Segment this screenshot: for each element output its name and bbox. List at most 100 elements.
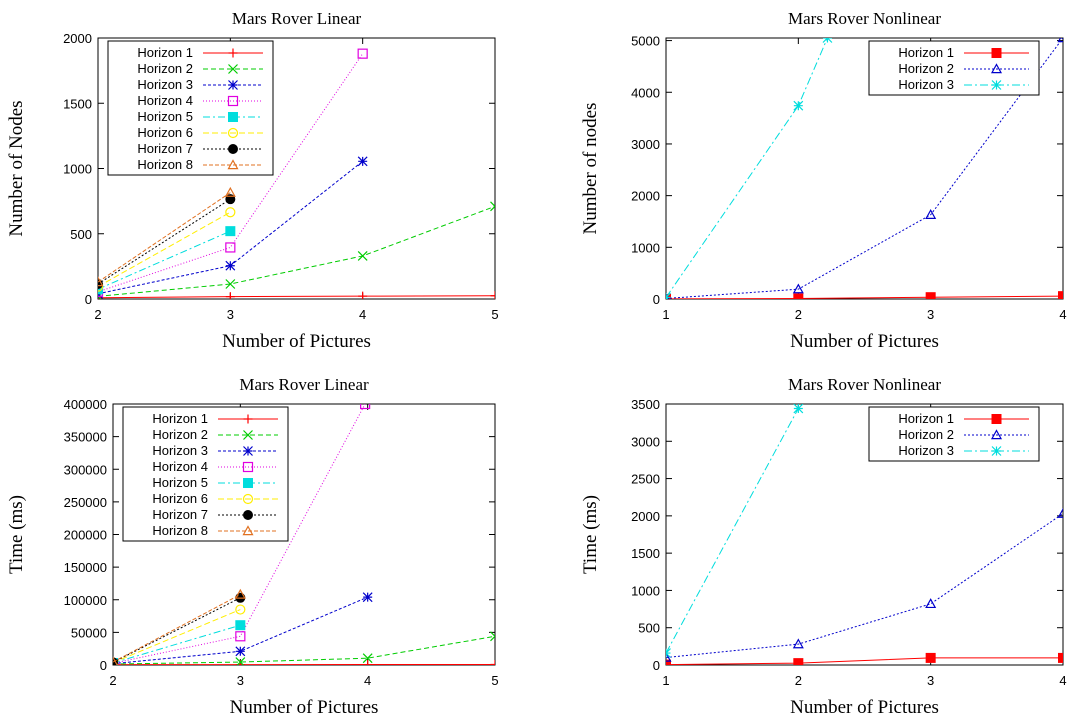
data-point: [225, 279, 236, 289]
data-point: [225, 292, 235, 299]
series-line: [666, 38, 1063, 299]
y-tick-label: 1000: [631, 240, 660, 255]
x-tick-label: 4: [1059, 307, 1066, 322]
x-axis-label: Number of Pictures: [790, 331, 939, 352]
series-3: [113, 592, 373, 665]
legend-label: Horizon 1: [898, 45, 954, 60]
x-tick-label: 5: [491, 673, 498, 688]
data-point: [357, 251, 368, 261]
data-point: [98, 276, 104, 287]
y-axis-label: Time (ms): [6, 495, 27, 574]
data-point: [666, 293, 671, 299]
data-point: [666, 659, 671, 665]
legend-label: Horizon 3: [137, 77, 193, 92]
legend-box: [868, 40, 1040, 96]
data-point: [225, 207, 236, 218]
series-1: [666, 652, 1063, 665]
y-tick-label: 300000: [64, 462, 107, 477]
data-point: [793, 404, 804, 414]
series-group: [113, 404, 495, 665]
data-point: [1057, 507, 1063, 518]
data-point: [225, 226, 236, 237]
data-point: [363, 660, 373, 665]
series-group: [98, 48, 495, 299]
y-axis-label: Number of nodes: [580, 103, 601, 235]
series-3: [98, 156, 368, 299]
series-1: [98, 291, 495, 299]
x-axis-label: Number of Pictures: [790, 697, 939, 718]
x-tick-label: 2: [795, 307, 802, 322]
series-line: [98, 192, 231, 283]
data-point: [925, 292, 936, 299]
series-line: [113, 624, 241, 664]
data-point: [98, 281, 104, 292]
data-point: [357, 48, 368, 59]
data-point: [235, 657, 246, 665]
legend-label: Horizon 1: [137, 45, 193, 60]
y-tick-label: 2000: [63, 31, 92, 46]
legend-label: Horizon 2: [898, 61, 954, 76]
data-point: [1058, 291, 1063, 299]
series-line: [113, 597, 241, 663]
y-tick-label: 150000: [64, 560, 107, 575]
series-line: [113, 594, 241, 663]
legend-marker: [228, 64, 238, 74]
data-point: [235, 646, 246, 657]
series-2: [666, 507, 1063, 662]
series-8: [113, 588, 246, 665]
series-3: [666, 404, 804, 658]
legend-marker: [227, 127, 239, 139]
data-point: [362, 653, 373, 664]
x-tick-label: 5: [491, 307, 498, 322]
legend-marker: [243, 414, 253, 424]
series-8: [98, 186, 236, 287]
data-point: [225, 194, 236, 205]
series-line: [98, 205, 495, 297]
series-7: [98, 194, 236, 289]
legend-label: Horizon 7: [152, 507, 208, 522]
data-point: [357, 156, 368, 167]
y-tick-label: 100000: [64, 593, 107, 608]
x-tick-label: 4: [1059, 673, 1066, 688]
y-tick-label: 400000: [64, 397, 107, 412]
legend-label: Horizon 6: [137, 125, 193, 140]
legend-marker: [990, 63, 1003, 74]
data-point: [792, 638, 804, 649]
legend-marker: [991, 48, 1002, 58]
legend-label: Horizon 8: [152, 523, 208, 538]
series-3: [666, 38, 833, 299]
y-tick-label: 1500: [631, 546, 660, 561]
series-line: [666, 38, 828, 298]
data-point: [666, 648, 671, 658]
plot-frame: [665, 37, 1064, 300]
legend-label: Horizon 2: [898, 427, 954, 442]
y-tick-label: 3500: [631, 397, 660, 412]
legend-label: Horizon 5: [137, 109, 193, 124]
series-line: [666, 657, 1063, 665]
data-point: [235, 620, 246, 631]
series-1: [113, 659, 495, 665]
legend-marker: [228, 112, 238, 122]
y-tick-label: 0: [653, 658, 660, 673]
data-point: [925, 598, 937, 609]
y-tick-label: 200000: [64, 528, 107, 543]
series-line: [113, 635, 495, 665]
legend-label: Horizon 3: [898, 77, 954, 92]
data-point: [224, 186, 236, 197]
y-axis-label: Time (ms): [580, 495, 601, 574]
y-tick-label: 250000: [64, 495, 107, 510]
series-line: [98, 211, 231, 288]
y-tick-label: 5000: [631, 34, 660, 49]
data-point: [793, 293, 804, 299]
data-point: [225, 260, 236, 271]
series-5: [113, 620, 246, 665]
chart-title: Mars Rover Nonlinear: [788, 375, 941, 394]
legend-label: Horizon 6: [152, 491, 208, 506]
chart-title: Mars Rover Linear: [239, 375, 369, 394]
chart-title: Mars Rover Linear: [232, 9, 362, 28]
data-point: [360, 404, 371, 410]
data-point: [822, 38, 833, 43]
